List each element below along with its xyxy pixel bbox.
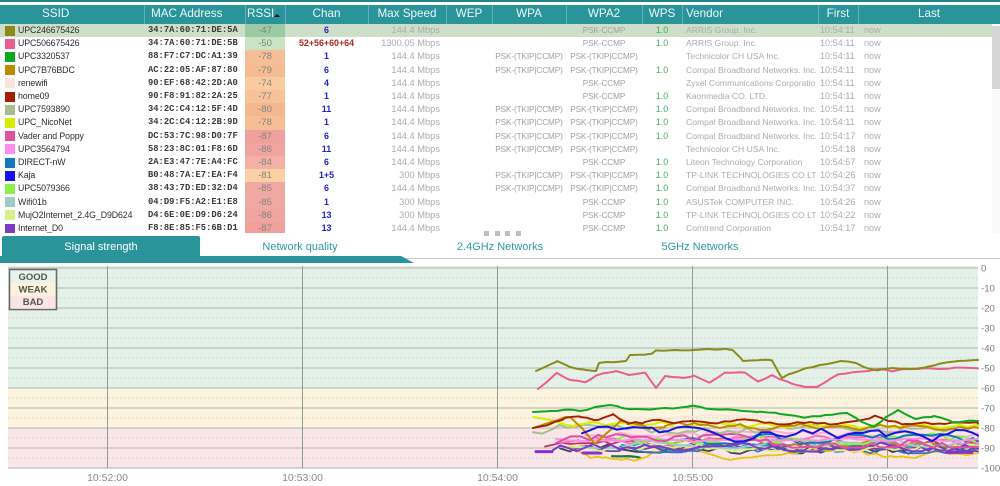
- svg-text:GOOD: GOOD: [18, 272, 47, 283]
- svg-text:10:55:00: 10:55:00: [672, 472, 713, 484]
- svg-text:10:54:00: 10:54:00: [477, 472, 518, 484]
- svg-text:-60: -60: [981, 384, 995, 395]
- svg-text:10:53:00: 10:53:00: [282, 472, 323, 484]
- svg-text:WEAK: WEAK: [18, 285, 47, 296]
- svg-text:-50: -50: [981, 364, 995, 375]
- svg-text:10:56:00: 10:56:00: [867, 472, 908, 484]
- svg-text:0: 0: [981, 264, 986, 275]
- svg-text:-30: -30: [981, 324, 995, 335]
- svg-text:-90: -90: [981, 444, 995, 455]
- svg-text:-20: -20: [981, 304, 995, 315]
- svg-text:-40: -40: [981, 344, 995, 355]
- svg-text:BAD: BAD: [23, 297, 44, 308]
- svg-text:-80: -80: [981, 424, 995, 435]
- svg-text:-70: -70: [981, 404, 995, 415]
- svg-text:-100: -100: [981, 464, 1000, 475]
- svg-text:10:52:00: 10:52:00: [87, 472, 128, 484]
- svg-text:-10: -10: [981, 284, 995, 295]
